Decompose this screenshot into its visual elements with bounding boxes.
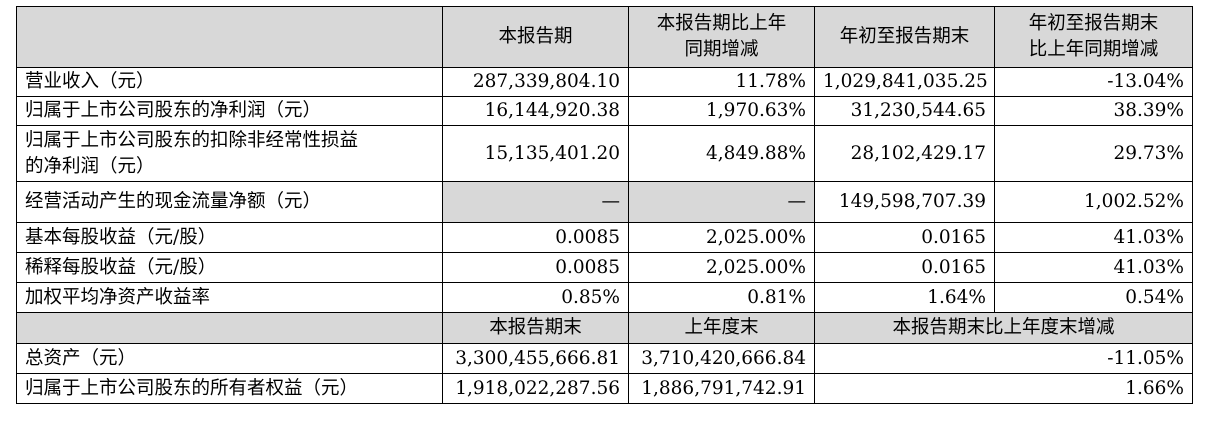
cell-value: 16,144,920.38 [442, 96, 629, 126]
cell-value: 0.81% [628, 282, 815, 313]
cell-value: 1,002.52% [994, 181, 1193, 223]
cell-value: 4,849.88% [628, 125, 815, 182]
row-label: 经营活动产生的现金流量净额（元） [16, 181, 443, 223]
cell-value: -11.05% [814, 343, 1193, 374]
row-label: 归属于上市公司股东的所有者权益（元） [16, 373, 443, 404]
row-label: 稀释每股收益（元/股） [16, 252, 443, 283]
table-row: 归属于上市公司股东的所有者权益（元） 1,918,022,287.56 1,88… [16, 373, 1193, 404]
cell-value: 287,339,804.10 [442, 67, 629, 97]
cell-value: 1.64% [814, 282, 995, 313]
table-row: 总资产（元） 3,300,455,666.81 3,710,420,666.84… [16, 343, 1193, 374]
cell-value: 0.0085 [442, 222, 629, 253]
cell-value: 0.0165 [814, 252, 995, 283]
table-row: 营业收入（元） 287,339,804.10 11.78% 1,029,841,… [16, 67, 1193, 97]
header-ytd-yoy: 年初至报告期末 比上年同期增减 [994, 6, 1193, 68]
cell-value: 2,025.00% [628, 222, 815, 253]
cell-value: 0.54% [994, 282, 1193, 313]
cell-value-na: — [442, 181, 629, 223]
cell-value: 41.03% [994, 252, 1193, 283]
table-row: 加权平均净资产收益率 0.85% 0.81% 1.64% 0.54% [16, 282, 1193, 313]
table-row: 基本每股收益（元/股） 0.0085 2,025.00% 0.0165 41.0… [16, 222, 1193, 253]
subheader-row: 本报告期末 上年度末 本报告期末比上年度末增减 [16, 312, 1193, 344]
cell-value: 1,970.63% [628, 96, 815, 126]
cell-value: 2,025.00% [628, 252, 815, 283]
table-row: 归属于上市公司股东的净利润（元） 16,144,920.38 1,970.63%… [16, 96, 1193, 126]
cell-value: 3,300,455,666.81 [442, 343, 629, 374]
header-row: 本报告期 本报告期比上年 同期增减 年初至报告期末 年初至报告期末 比上年同期增减 [16, 6, 1193, 68]
header-current-period: 本报告期 [442, 6, 629, 68]
cell-value: 1,029,841,035.25 [814, 67, 995, 97]
cell-value: -13.04% [994, 67, 1193, 97]
row-label: 归属于上市公司股东的净利润（元） [16, 96, 443, 126]
cell-value: 3,710,420,666.84 [628, 343, 815, 374]
header-change-vs-prior-year-end: 本报告期末比上年度末增减 [814, 312, 1193, 344]
header-ytd: 年初至报告期末 [814, 6, 995, 68]
table-row: 经营活动产生的现金流量净额（元） — — 149,598,707.39 1,00… [16, 181, 1193, 223]
financial-summary-table: 本报告期 本报告期比上年 同期增减 年初至报告期末 年初至报告期末 比上年同期增减 … [16, 6, 1193, 404]
row-label: 加权平均净资产收益率 [16, 282, 443, 313]
header-period-end: 本报告期末 [442, 312, 629, 344]
cell-value: 11.78% [628, 67, 815, 97]
table-row: 稀释每股收益（元/股） 0.0085 2,025.00% 0.0165 41.0… [16, 252, 1193, 283]
cell-value: 29.73% [994, 125, 1193, 182]
cell-value: 41.03% [994, 222, 1193, 253]
header-corner-cell [16, 6, 443, 68]
row-label: 归属于上市公司股东的扣除非经常性损益 的净利润（元） [16, 125, 443, 182]
header-current-period-yoy: 本报告期比上年 同期增减 [628, 6, 815, 68]
cell-value: 1,886,791,742.91 [628, 373, 815, 404]
header-prior-year-end: 上年度末 [628, 312, 815, 344]
subheader-corner-cell [16, 312, 443, 344]
cell-value: 1,918,022,287.56 [442, 373, 629, 404]
cell-value: 149,598,707.39 [814, 181, 995, 223]
table-row: 归属于上市公司股东的扣除非经常性损益 的净利润（元） 15,135,401.20 … [16, 125, 1193, 182]
cell-value: 38.39% [994, 96, 1193, 126]
cell-value: 0.0085 [442, 252, 629, 283]
cell-value: 15,135,401.20 [442, 125, 629, 182]
row-label: 总资产（元） [16, 343, 443, 374]
cell-value: 1.66% [814, 373, 1193, 404]
cell-value-na: — [628, 181, 815, 223]
row-label: 营业收入（元） [16, 67, 443, 97]
cell-value: 0.0165 [814, 222, 995, 253]
cell-value: 0.85% [442, 282, 629, 313]
row-label: 基本每股收益（元/股） [16, 222, 443, 253]
cell-value: 31,230,544.65 [814, 96, 995, 126]
cell-value: 28,102,429.17 [814, 125, 995, 182]
